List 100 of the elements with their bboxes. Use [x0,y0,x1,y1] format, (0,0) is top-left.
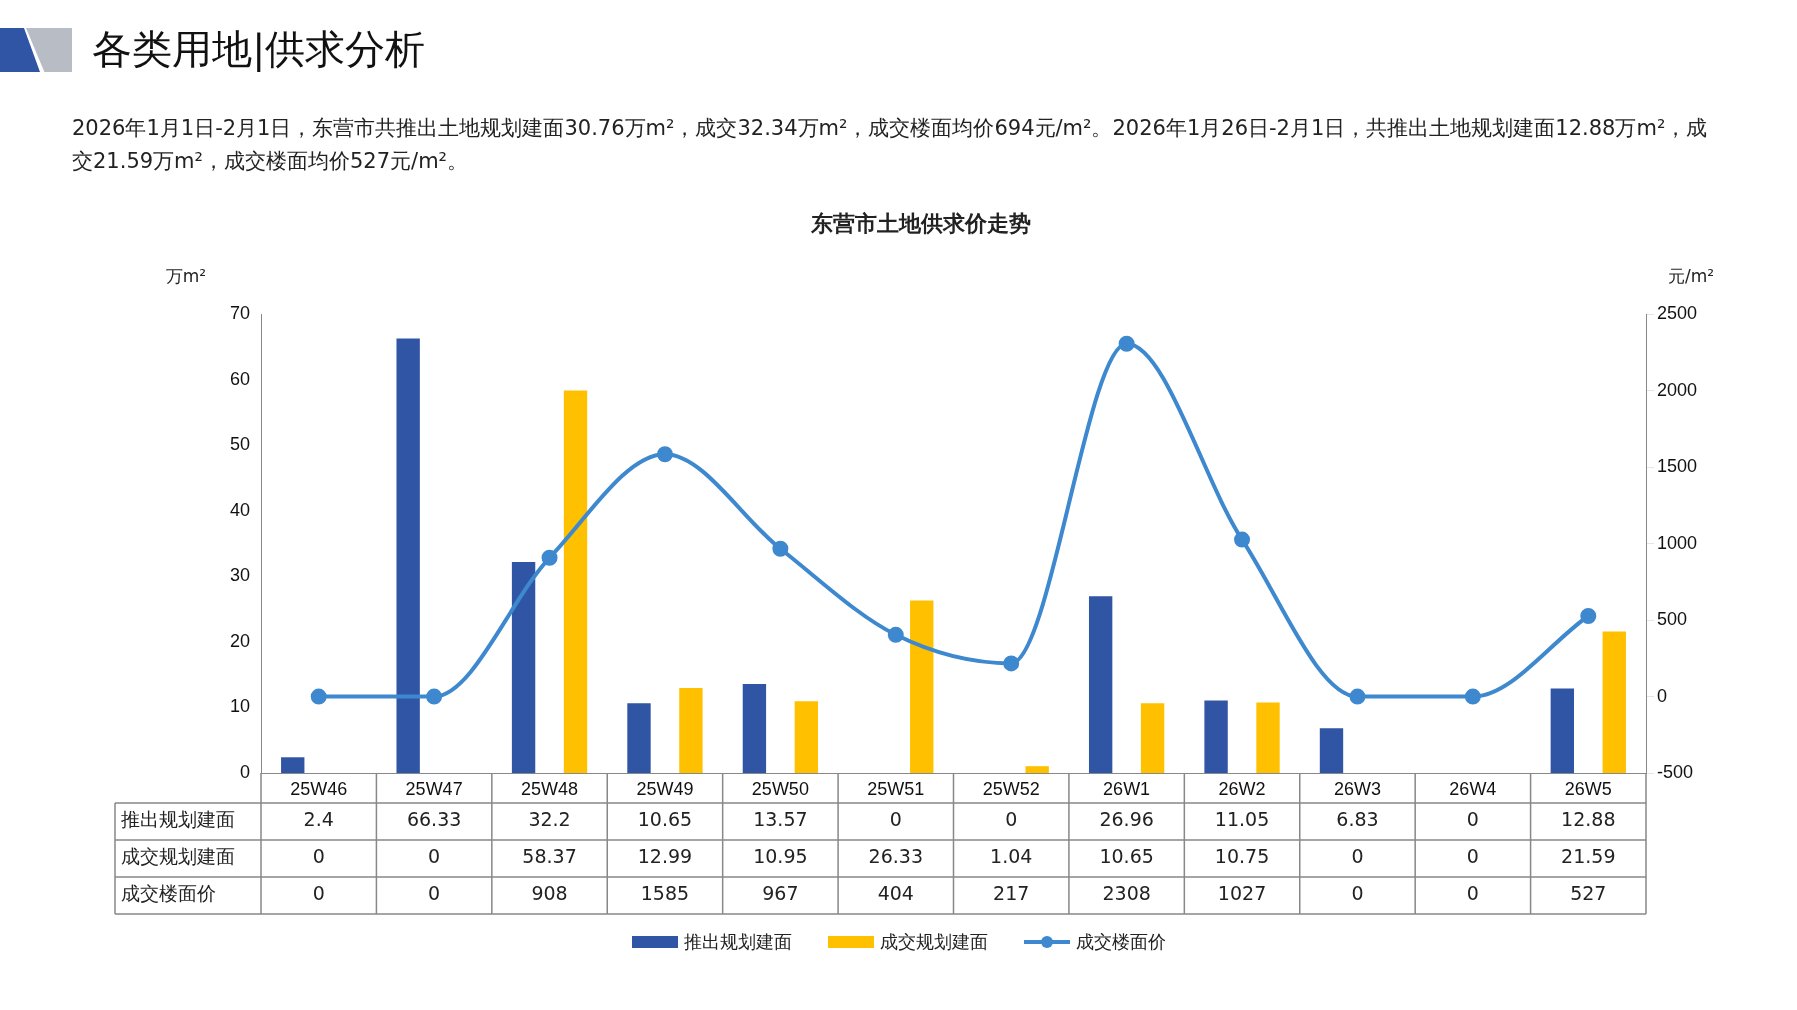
data-label: 0 [1351,882,1364,905]
bar [563,390,588,773]
data-label: 1585 [640,882,690,905]
x-tick-label: 26W4 [1449,778,1497,799]
x-tick-label: 25W52 [982,778,1040,799]
data-label: 58.37 [522,845,577,868]
point [426,688,443,705]
bar [1602,631,1626,773]
text: 成交楼面价 [121,882,216,905]
bar [627,703,651,773]
data-label: 0 [889,808,902,831]
y-tick-label: 40 [229,499,250,520]
text: 推出规划建面 [121,808,235,831]
legend-label: 成交规划建面 [879,930,988,954]
point [1349,688,1366,705]
data-label: 10.95 [753,845,808,868]
y2-axis-title: 元/m² [1667,266,1715,287]
y2-tick-label: 500 [1657,609,1688,630]
data-label: 0 [1005,808,1018,831]
data-label: 12.99 [637,845,693,868]
y2-tick-label: 1000 [1657,532,1698,553]
bar [1319,728,1344,773]
x-tick-label: 25W46 [290,778,348,799]
bar [679,687,703,773]
x-tick-label: 25W49 [636,778,694,799]
data-label: 13.57 [753,808,808,831]
x-tick-label: 26W1 [1103,778,1151,799]
data-label: 10.75 [1214,845,1270,868]
y-tick-label: 0 [239,761,250,782]
chart-title: 东营市土地供求价走势 [809,210,1031,236]
x-tick-label: 26W2 [1218,778,1266,799]
data-label: 66.33 [406,808,462,831]
data-label: 10.65 [1099,845,1154,868]
bar [910,600,934,773]
point [1234,531,1251,548]
data-label: 0 [428,845,441,868]
y-tick-label: 20 [229,630,250,651]
bar [1550,688,1575,773]
point [1580,608,1597,625]
point [541,549,558,566]
y2-tick-label: 2000 [1657,379,1698,400]
x-tick-label: 25W51 [867,778,925,799]
y2-tick-label: 0 [1657,685,1668,706]
data-label: 967 [762,882,799,905]
y-tick-label: 30 [229,565,250,586]
data-label: 6.83 [1336,808,1379,831]
data-label: 12.88 [1561,808,1616,831]
data-label: 2.4 [303,808,334,831]
bar [742,684,767,773]
data-label: 404 [877,882,914,905]
point [887,626,904,643]
x-tick-label: 26W5 [1564,778,1612,799]
x-tick-label: 25W50 [751,778,809,799]
data-label: 10.65 [637,808,693,831]
bar [1025,766,1049,773]
data-label: 1.04 [990,845,1033,868]
point [1118,335,1135,352]
data-label: 0 [1466,845,1479,868]
y-tick-label: 70 [229,303,250,324]
data-label: 0 [312,845,325,868]
x-tick-label: 25W48 [521,778,579,799]
text: 各类用地|供求分析 [92,25,426,74]
legend-label: 推出规划建面 [683,930,792,954]
x-tick-label: 25W47 [405,778,463,799]
legend-label: 成交楼面价 [1075,930,1166,954]
data-label: 21.59 [1561,845,1616,868]
y2-tick-label: -500 [1657,761,1694,782]
bar [1256,702,1280,773]
point [1003,655,1020,672]
point [772,540,789,557]
y-tick-label: 50 [229,434,250,455]
text: 2026年1月1日-2月1日，东营市共推出土地规划建面30.76万m²，成交32.34万m²，成交楼面均价694元/m²。2026年1月26日-2月1日，共推出土地规划建面12.88万m²，成交21.59万m²，成交楼面均价527元/m²。 [72,115,1709,175]
data-label: 26.96 [1099,808,1154,831]
text: 成交规划建面 [121,845,235,868]
bar [1140,703,1165,773]
bar [396,338,420,773]
y-tick-label: 60 [229,368,250,389]
bar [511,562,536,773]
data-label: 0 [1466,882,1479,905]
bar [281,757,305,773]
point [656,446,673,463]
y-tick-label: 10 [229,696,250,717]
point [1464,688,1481,705]
data-label: 32.2 [528,808,571,831]
x-tick-label: 26W3 [1333,778,1381,799]
data-label: 527 [1570,882,1607,905]
data-label: 0 [428,882,441,905]
data-label: 908 [531,882,568,905]
data-label: 1027 [1217,882,1267,905]
data-label: 26.33 [868,845,923,868]
y2-tick-label: 1500 [1657,456,1698,477]
data-label: 217 [993,882,1030,905]
bar [1204,700,1228,773]
point [310,688,327,705]
y-axis-title: 万m² [165,266,207,287]
data-label: 11.05 [1214,808,1270,831]
data-label: 2308 [1102,882,1151,905]
data-label: 0 [312,882,325,905]
data-label: 0 [1466,808,1479,831]
y2-tick-label: 2500 [1657,303,1698,324]
